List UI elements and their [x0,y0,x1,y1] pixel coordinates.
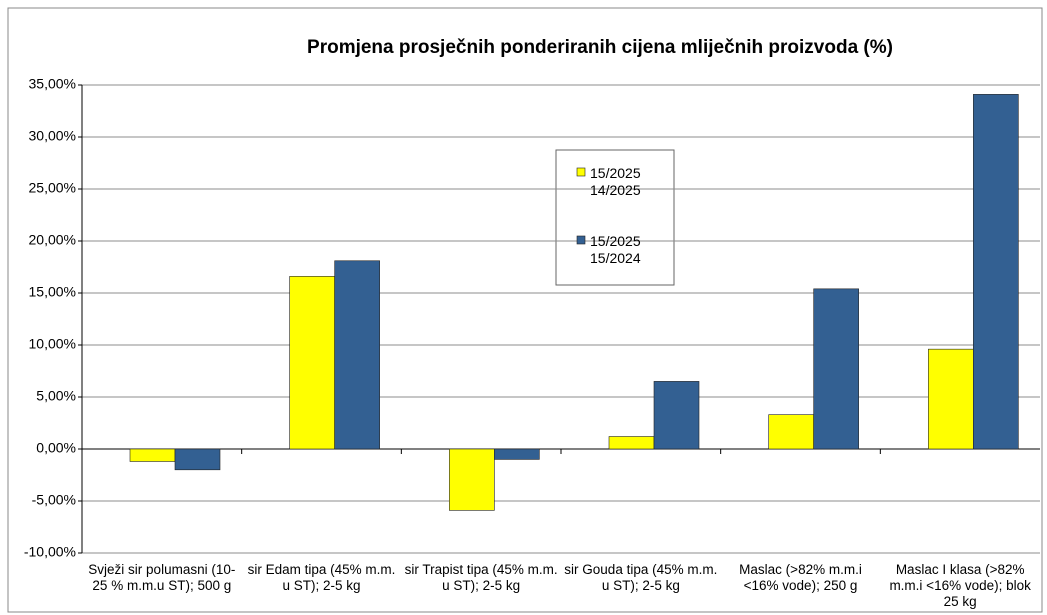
legend-label: 15/2025 15/2024 [590,233,641,266]
x-tick-label: sir Edam tipa (45% m.m. u ST); 2-5 kg [247,562,396,593]
y-tick-label: 20,00% [29,232,76,248]
bar [129,448,176,462]
y-tick-label: 25,00% [29,180,76,196]
bar [928,348,974,450]
legend-label: 15/2025 14/2025 [590,165,641,198]
bar [813,288,859,450]
legend-box [555,149,675,286]
frame [7,7,1043,613]
bar [608,436,655,450]
bar [449,448,495,511]
y-tick-label: -5,00% [32,492,76,508]
x-tick-label: Maslac (>82% m.m.i <16% vode); 250 g [739,562,862,593]
legend-swatch [576,167,586,177]
bar [334,260,380,450]
bar [768,414,814,450]
y-tick-label: 30,00% [29,128,76,144]
bar [653,381,700,450]
bar [174,448,221,471]
chart-title: Promjena prosječnih ponderiranih cijena … [307,37,893,58]
y-tick-label: 35,00% [29,76,76,92]
x-tick-label: sir Gouda tipa (45% m.m. u ST); 2-5 kg [564,562,718,593]
y-tick-label: 15,00% [29,284,76,300]
bar [289,276,335,450]
bar [494,448,540,460]
y-tick-label: -10,00% [24,544,76,560]
bar [973,94,1019,450]
x-tick-label: Maslac I klasa (>82% m.m.i <16% vode); b… [889,562,1031,609]
y-tick-label: 10,00% [29,336,76,352]
y-tick-label: 0,00% [36,440,76,456]
x-tick-label: sir Trapist tipa (45% m.m. u ST); 2-5 kg [404,562,558,593]
x-tick-label: Svježi sir polumasni (10-25 % m.m.u ST);… [88,562,236,593]
legend-swatch [576,235,586,245]
y-tick-label: 5,00% [36,388,76,404]
